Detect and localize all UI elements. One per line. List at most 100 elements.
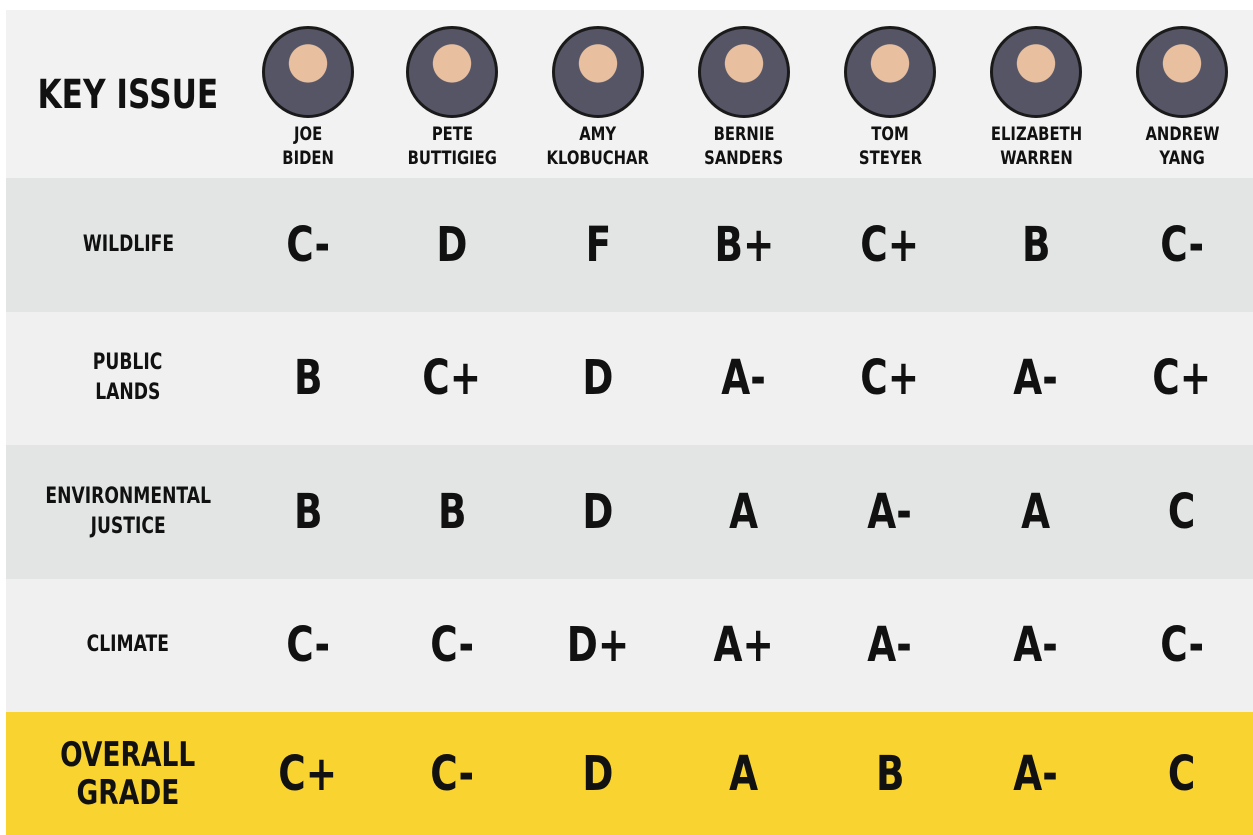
grade-text: D <box>582 350 613 406</box>
grade: A- <box>820 445 960 579</box>
grade-text: C- <box>1160 217 1204 273</box>
grade: A+ <box>674 579 814 713</box>
grade-text: A- <box>1014 350 1059 406</box>
key-issue-title-text: KEY ISSUE <box>38 73 219 117</box>
candidate-name-text: SANDERS <box>704 146 783 170</box>
grade: D <box>528 312 668 446</box>
grade-text: B <box>294 484 323 540</box>
grade: C+ <box>820 178 960 312</box>
candidate-name-text: ANDREW <box>1145 122 1219 146</box>
key-issue-title: KEY ISSUE <box>8 60 248 130</box>
candidate-name-text: AMY <box>580 122 617 146</box>
grade-text: B <box>294 350 323 406</box>
grade-text: D+ <box>567 617 629 673</box>
grade-text: A+ <box>714 617 774 673</box>
grade-text: B <box>1022 217 1051 273</box>
grade-text: A <box>1022 484 1051 540</box>
overall-grade-text: A <box>730 746 759 802</box>
candidate-name-text: STEYER <box>858 146 921 170</box>
grade-text: F <box>585 217 611 273</box>
overall-grade: C- <box>382 712 522 835</box>
grade: C- <box>238 178 378 312</box>
overall-grade-text: A- <box>1014 746 1059 802</box>
overall-grade: A- <box>966 712 1106 835</box>
grade: A- <box>966 312 1106 446</box>
overall-grade-text: C- <box>430 746 474 802</box>
overall-label-text: OVERALL <box>60 736 195 774</box>
grade: B <box>238 312 378 446</box>
grade: C- <box>238 579 378 713</box>
grade-text: C <box>1168 484 1195 540</box>
grade-text: A- <box>1014 617 1059 673</box>
grade: D <box>528 445 668 579</box>
issue-label: CLIMATE <box>8 579 248 713</box>
candidate-photo <box>406 26 498 118</box>
overall-grade: A <box>674 712 814 835</box>
overall-grade: C <box>1112 712 1252 835</box>
grade: C- <box>382 579 522 713</box>
overall-grade-text: C+ <box>279 746 338 802</box>
candidate-name-text: ELIZABETH <box>990 122 1081 146</box>
issue-label: WILDLIFE <box>8 178 248 312</box>
issue-label-text: CLIMATE <box>87 630 169 660</box>
grade-text: C- <box>286 617 330 673</box>
grade-card: KEY ISSUEJOEBIDENPETEBUTTIGIEGAMYKLOBUCH… <box>0 0 1253 835</box>
grade-text: A <box>730 484 759 540</box>
grade-text: C- <box>430 617 474 673</box>
issue-label-text: LANDS <box>95 378 160 408</box>
grade-text: D <box>436 217 467 273</box>
grade-text: B <box>438 484 467 540</box>
overall-grade-text: D <box>582 746 613 802</box>
candidate-name-text: BIDEN <box>282 146 334 170</box>
overall-grade: D <box>528 712 668 835</box>
grade-text: C+ <box>1153 350 1212 406</box>
candidate-photo <box>844 26 936 118</box>
grade-text: C+ <box>861 350 920 406</box>
grade: A- <box>820 579 960 713</box>
grade: A- <box>966 579 1106 713</box>
grade-text: C+ <box>861 217 920 273</box>
grade: C+ <box>1112 312 1252 446</box>
grade: A <box>966 445 1106 579</box>
candidate-name-text: TOM <box>871 122 908 146</box>
candidate-photo <box>1136 26 1228 118</box>
grade-text: B+ <box>714 217 774 273</box>
candidate-photo <box>262 26 354 118</box>
candidate-name-text: JOE <box>294 122 322 146</box>
grade: F <box>528 178 668 312</box>
grade-text: D <box>582 484 613 540</box>
overall-grade: C+ <box>238 712 378 835</box>
candidate-name-text: WARREN <box>1000 146 1073 170</box>
issue-label-text: PUBLIC <box>93 348 163 378</box>
grade-text: A- <box>868 484 913 540</box>
issue-label-text: WILDLIFE <box>82 230 173 260</box>
grade-text: C- <box>1160 617 1204 673</box>
grade: D+ <box>528 579 668 713</box>
grade: B <box>382 445 522 579</box>
grade: A- <box>674 312 814 446</box>
grade-text: A- <box>722 350 767 406</box>
grade: A <box>674 445 814 579</box>
candidate-name-text: PETE <box>431 122 472 146</box>
candidate-name-text: YANG <box>1159 146 1204 170</box>
overall-grade: B <box>820 712 960 835</box>
overall-grade-text: C <box>1168 746 1195 802</box>
candidate-photo <box>990 26 1082 118</box>
grade: D <box>382 178 522 312</box>
candidate-name-text: BUTTIGIEG <box>407 146 496 170</box>
candidate-name-text: KLOBUCHAR <box>547 146 649 170</box>
candidate-photo <box>552 26 644 118</box>
issue-label-text: ENVIRONMENTAL <box>45 482 211 512</box>
grade: C <box>1112 445 1252 579</box>
overall-grade-text: B <box>876 746 905 802</box>
issue-label: ENVIRONMENTALJUSTICE <box>8 445 248 579</box>
candidate-name-text: BERNIE <box>714 122 775 146</box>
